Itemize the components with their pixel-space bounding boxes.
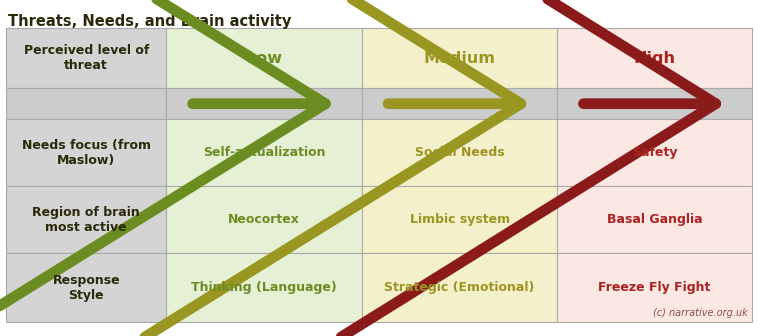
Text: Needs focus (from
Maslow): Needs focus (from Maslow) — [22, 139, 151, 167]
Text: Thinking (Language): Thinking (Language) — [191, 281, 337, 294]
Bar — [167, 186, 362, 253]
Text: Social Needs: Social Needs — [415, 146, 504, 159]
Bar — [362, 186, 557, 253]
Text: Perceived level of
threat: Perceived level of threat — [23, 44, 149, 72]
Bar — [557, 253, 752, 322]
Text: Region of brain
most active: Region of brain most active — [33, 206, 140, 234]
Bar — [362, 28, 557, 88]
Text: Basal Ganglia: Basal Ganglia — [607, 213, 703, 226]
Text: Strategic (Emotional): Strategic (Emotional) — [384, 281, 534, 294]
Bar — [6, 253, 167, 322]
Text: Self-actualization: Self-actualization — [203, 146, 325, 159]
Bar — [362, 253, 557, 322]
Text: Safety: Safety — [632, 146, 678, 159]
Text: (c) narrative.org.uk: (c) narrative.org.uk — [653, 308, 748, 318]
Bar — [557, 186, 752, 253]
Bar — [167, 253, 362, 322]
Text: Response
Style: Response Style — [52, 274, 120, 302]
Bar — [557, 28, 752, 88]
Text: Medium: Medium — [424, 51, 496, 66]
Bar — [557, 88, 752, 119]
Bar — [362, 119, 557, 186]
Bar — [6, 88, 167, 119]
Text: Freeze Fly Fight: Freeze Fly Fight — [599, 281, 711, 294]
Text: Neocortex: Neocortex — [228, 213, 300, 226]
Text: Limbic system: Limbic system — [409, 213, 509, 226]
Bar — [167, 28, 362, 88]
Text: Low: Low — [246, 51, 282, 66]
Text: High: High — [634, 51, 675, 66]
Bar — [167, 88, 362, 119]
Text: Threats, Needs, and Brain activity: Threats, Needs, and Brain activity — [8, 14, 291, 29]
Bar — [362, 88, 557, 119]
Bar — [557, 119, 752, 186]
Bar — [6, 28, 167, 88]
Bar — [167, 119, 362, 186]
Bar — [6, 119, 167, 186]
Bar — [6, 186, 167, 253]
